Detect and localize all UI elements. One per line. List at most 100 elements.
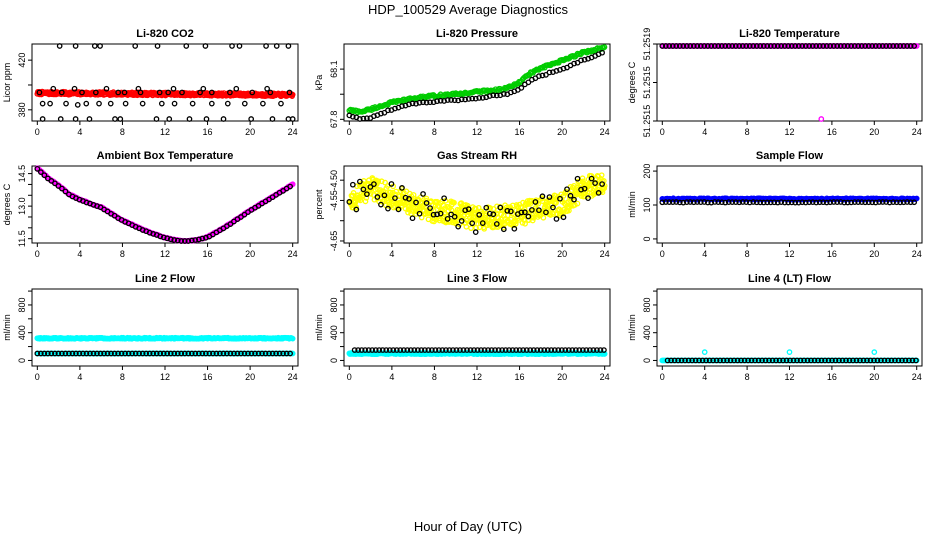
data-point: [245, 350, 251, 357]
data-point: [153, 350, 160, 357]
data-point: [855, 43, 862, 49]
x-tick-label: 0: [347, 249, 352, 259]
data-point: [790, 357, 797, 364]
data-point: [509, 347, 516, 353]
data-point: [146, 350, 153, 357]
data-point: [878, 357, 884, 364]
data-point: [590, 347, 597, 353]
data-point: [227, 350, 234, 357]
data-point: [722, 199, 729, 206]
data-point: [217, 350, 223, 357]
data-point: [388, 181, 395, 187]
data-point: [909, 357, 916, 364]
data-point: [44, 350, 51, 357]
data-point: [125, 350, 132, 357]
data-point: [913, 357, 919, 364]
data-point: [771, 43, 778, 49]
y-tick-label: 400: [329, 325, 339, 340]
data-point: [227, 221, 234, 227]
data-point: [760, 43, 767, 49]
data-point: [543, 209, 549, 216]
data-point: [734, 357, 741, 364]
data-point: [827, 43, 834, 49]
x-tick-label: 12: [472, 249, 482, 259]
data-point: [252, 350, 258, 357]
data-point: [188, 237, 195, 244]
data-point: [738, 357, 744, 364]
data-point: [167, 236, 174, 243]
data-point: [532, 199, 539, 205]
data-point: [562, 347, 569, 353]
x-tick-label: 16: [827, 249, 837, 259]
data-point: [594, 347, 600, 353]
data-point: [224, 350, 230, 357]
data-point: [486, 210, 493, 217]
data-point: [507, 208, 514, 215]
data-point: [689, 357, 695, 364]
data-point: [365, 347, 372, 353]
x-tick-label: 24: [912, 249, 922, 259]
data-point: [397, 347, 404, 353]
data-point: [413, 199, 419, 206]
data-point: [858, 199, 865, 205]
data-point: [865, 43, 872, 49]
panel-title: Sample Flow: [756, 150, 824, 162]
data-point: [96, 100, 102, 107]
data-point: [72, 116, 79, 122]
data-point: [469, 95, 476, 102]
data-point: [464, 347, 470, 353]
data-point: [895, 357, 902, 364]
data-point: [818, 116, 825, 122]
plot-frame: [31, 43, 299, 122]
data-point: [774, 199, 781, 206]
data-point: [476, 95, 483, 101]
data-point: [755, 357, 762, 364]
series-2: [351, 347, 607, 353]
data-point: [534, 347, 541, 353]
data-point: [780, 357, 786, 364]
data-point: [906, 357, 912, 364]
data-point: [451, 199, 457, 206]
x-tick-label: 4: [702, 249, 707, 259]
x-tick-label: 0: [35, 372, 40, 382]
x-tick-label: 8: [120, 372, 125, 382]
x-tick-label: 0: [660, 249, 665, 259]
data-point: [837, 43, 844, 49]
data-point: [385, 107, 391, 114]
data-point: [80, 350, 86, 357]
data-point: [564, 189, 571, 196]
data-point: [427, 205, 433, 211]
data-point: [436, 217, 443, 224]
data-point: [69, 350, 76, 357]
data-point: [132, 350, 139, 357]
data-point: [416, 210, 423, 217]
data-point: [890, 199, 897, 205]
data-point: [262, 350, 269, 357]
data-point: [37, 350, 44, 357]
x-tick-label: 12: [160, 249, 170, 259]
x-tick-label: 16: [515, 372, 525, 382]
data-point: [820, 199, 827, 206]
data-point: [108, 350, 114, 357]
data-point: [399, 103, 405, 110]
data-point: [813, 43, 820, 49]
data-point: [811, 357, 818, 364]
data-point: [662, 199, 669, 205]
x-tick-label: 24: [912, 127, 922, 137]
data-point: [830, 43, 837, 49]
data-point: [539, 72, 546, 79]
data-point: [73, 350, 79, 357]
data-point: [855, 199, 862, 205]
data-point: [490, 211, 497, 218]
x-tick-label: 20: [557, 372, 567, 382]
panel-9: Line 4 (LT) Flow 0 4 8 12 16 20 24 0 400 800 ml/min: [627, 273, 923, 382]
data-point: [186, 116, 193, 122]
data-point: [425, 347, 432, 353]
panel-title: Li-820 Pressure: [436, 28, 518, 40]
data-point: [825, 357, 832, 364]
data-point: [662, 43, 669, 49]
data-point: [423, 200, 430, 206]
x-tick-label: 8: [432, 249, 437, 259]
data-point: [899, 357, 905, 364]
